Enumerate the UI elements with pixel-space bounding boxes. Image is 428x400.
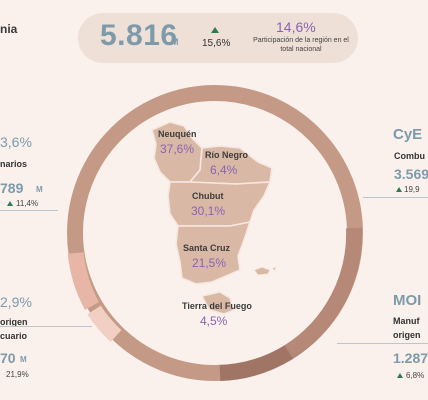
province-label-tierra-del-fuego: Tierra del Fuego <box>182 301 252 311</box>
growth-up-arrow-icon <box>211 27 219 33</box>
region-map-ring <box>67 85 363 381</box>
province-share-rio-negro: 6,4% <box>210 163 238 177</box>
right-bottom-value: 1.287 <box>393 350 428 366</box>
province-label-chubut: Chubut <box>192 191 224 201</box>
province-tierra-del-fuego-shape <box>201 291 235 315</box>
right-top-value: 3.569 <box>394 166 428 182</box>
right-top-leader-line <box>363 197 428 198</box>
right-top-growth: 19,9 <box>404 185 420 194</box>
province-label-rio-negro: Río Negro <box>205 150 249 160</box>
total-exports-value: 5.816 <box>100 19 178 52</box>
right-bottom-code: MOI <box>393 292 422 309</box>
left-bottom-label-2: cuario <box>0 331 28 341</box>
national-share-label: Participación de la región en el total n… <box>253 37 349 53</box>
left-bottom-share: 2,9% <box>0 294 32 310</box>
right-bottom-label-1: Manuf <box>393 316 420 326</box>
left-top-growth: 11,4% <box>16 199 39 208</box>
right-top-label: Combu <box>394 151 425 161</box>
right-bottom-growth-arrow-icon <box>397 373 403 378</box>
national-share-value: 14,6% <box>276 19 316 35</box>
left-top-label: narios <box>0 159 28 169</box>
province-chubut-shape <box>167 181 271 227</box>
right-bottom-leader-line <box>337 343 428 344</box>
ring-segment-right <box>284 227 363 359</box>
right-top-growth-arrow-icon <box>396 187 402 192</box>
left-bottom-unit: M <box>20 355 27 364</box>
left-bottom-leader-line <box>0 326 92 327</box>
province-label-santa-cruz: Santa Cruz <box>183 243 231 253</box>
left-bottom-growth: 21,9% <box>6 370 29 379</box>
right-bottom-label-2: origen <box>393 330 421 340</box>
ring-segment-left-upper <box>67 251 100 310</box>
total-growth-value: 15,6% <box>202 38 231 49</box>
province-share-chubut: 30,1% <box>191 204 226 218</box>
left-top-unit: M <box>36 185 43 194</box>
left-bottom-value: 70 <box>0 350 16 366</box>
summary-pill <box>78 13 358 63</box>
province-share-tierra-del-fuego: 4,5% <box>200 314 228 328</box>
province-share-neuquen: 37,6% <box>160 142 195 156</box>
ring-segment-left-lower <box>87 305 122 342</box>
islands-shape <box>253 266 277 276</box>
total-exports-unit: M <box>171 37 179 47</box>
left-bottom-label-1: origen <box>0 317 28 327</box>
ring-segment-bottom <box>219 345 294 381</box>
right-top-code: CyE <box>393 126 423 143</box>
left-top-value: 789 <box>0 180 24 196</box>
left-top-growth-arrow-icon <box>7 201 13 206</box>
region-title: nia <box>0 22 18 36</box>
province-rio-negro-shape <box>189 145 273 185</box>
province-label-neuquen: Neuquén <box>158 129 197 139</box>
left-top-share: 3,6% <box>0 134 32 150</box>
right-bottom-growth: 6,8% <box>406 371 425 380</box>
province-share-santa-cruz: 21,5% <box>192 256 227 270</box>
province-santa-cruz-shape <box>175 221 251 285</box>
left-top-leader-line <box>0 210 58 211</box>
